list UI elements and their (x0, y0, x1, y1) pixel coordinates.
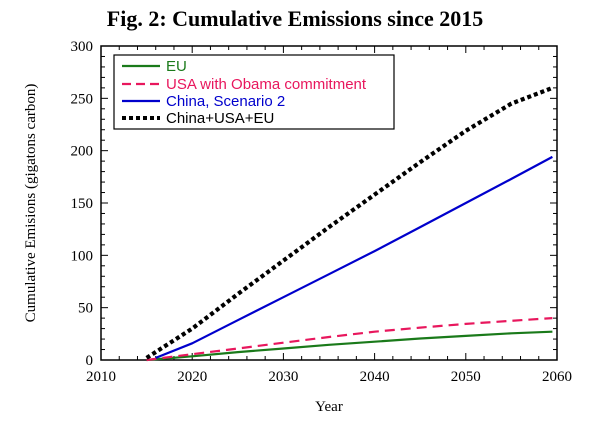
legend-label-china: China, Scenario 2 (166, 93, 285, 110)
legend-label-usa: USA with Obama commitment (166, 76, 367, 93)
x-tick-label: 2060 (542, 369, 572, 385)
legend-box (113, 54, 395, 130)
y-tick-label: 200 (71, 144, 94, 160)
axis-ticks: 2010 2020 2030 2040 2050 2060 0 50 100 150 200 250 3… (71, 39, 573, 385)
legend-label-eu: EU (166, 58, 187, 75)
x-axis-label: Year (315, 399, 343, 415)
y-axis-label: Cumulative Emisions (gigatons carbon) (23, 84, 39, 323)
series-line-0 (146, 330, 553, 362)
series-line-3 (145, 85, 554, 360)
y-tick-label: 250 (71, 91, 94, 107)
y-tick-label: 150 (71, 196, 94, 212)
series-layer (145, 85, 554, 362)
series-line-1 (146, 317, 553, 362)
legend: EU USA with Obama commitment China, Scen… (113, 54, 395, 130)
x-tick-label: 2040 (360, 369, 390, 385)
y-tick-label: 300 (71, 39, 94, 55)
chart-title: Fig. 2: Cumulative Emissions since 2015 (106, 6, 484, 31)
series-line-2 (155, 155, 553, 359)
x-tick-label: 2030 (268, 369, 298, 385)
x-tick-label: 2020 (177, 369, 207, 385)
y-tick-label: 100 (71, 248, 94, 264)
legend-label-total: China+USA+EU (166, 110, 274, 127)
y-tick-label: 0 (86, 353, 94, 369)
x-tick-label: 2010 (86, 369, 116, 385)
y-tick-label: 50 (78, 301, 93, 317)
x-tick-label: 2050 (451, 369, 481, 385)
